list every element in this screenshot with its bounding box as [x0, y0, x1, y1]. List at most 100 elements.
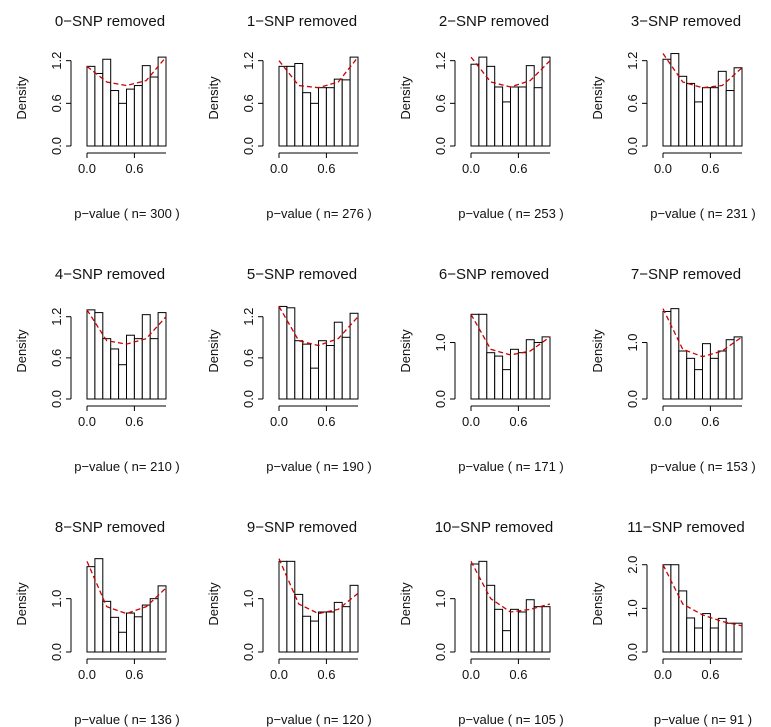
y-axis-label: Density — [398, 582, 413, 626]
x-tick-label: 0.0 — [654, 414, 672, 429]
panel: 5−SNP removed p−value ( n= 190 ) Density 0.… — [206, 266, 372, 474]
bar — [670, 308, 680, 400]
bar — [510, 86, 519, 147]
panel: 11−SNP removed p−value ( n= 91 ) Density 0.… — [590, 519, 752, 727]
bar — [302, 92, 312, 147]
x-tick-label: 0.0 — [462, 161, 480, 176]
bar — [310, 367, 319, 400]
bar — [126, 88, 135, 147]
y-tick-label: 1.0 — [433, 590, 448, 608]
y-tick-label: 0.6 — [49, 349, 64, 367]
bar — [102, 58, 112, 147]
x-axis-label: p−value ( n= 210 ) — [74, 459, 180, 474]
fit-curve — [662, 53, 743, 89]
bar — [318, 611, 327, 653]
bar — [325, 345, 335, 400]
x-tick-label: 0.6 — [317, 161, 335, 176]
bar — [310, 102, 319, 147]
bar — [94, 72, 104, 147]
panel-title: 10−SNP removed — [435, 519, 554, 536]
y-tick-label: 0.0 — [241, 390, 256, 408]
panel-title: 3−SNP removed — [631, 13, 741, 30]
y-tick-label: 0.0 — [49, 137, 64, 155]
y-tick-label: 0.0 — [433, 137, 448, 155]
fit-curve — [86, 309, 167, 345]
bar — [318, 340, 327, 400]
fit-curve — [278, 558, 359, 615]
y-tick-label: 0.6 — [625, 94, 640, 112]
bar — [709, 627, 719, 653]
x-axis-label: p−value ( n= 171 ) — [458, 459, 564, 474]
y-tick-label: 0.0 — [49, 643, 64, 661]
fit-curve — [470, 56, 551, 88]
bar — [533, 606, 543, 653]
x-tick-label: 0.0 — [654, 667, 672, 682]
bar — [325, 611, 335, 653]
fit-curve — [86, 561, 167, 615]
bar — [349, 584, 359, 653]
bar — [670, 564, 680, 653]
bar — [478, 56, 488, 147]
x-axis-label: p−value ( n= 231 ) — [650, 206, 756, 221]
x-tick-label: 0.6 — [701, 414, 719, 429]
bar — [678, 590, 688, 653]
bar — [470, 63, 480, 147]
panel: 2−SNP removed p−value ( n= 253 ) Density 0.… — [398, 13, 564, 221]
x-axis-label: p−value ( n= 105 ) — [458, 712, 564, 727]
x-axis-label: p−value ( n= 120 ) — [266, 712, 372, 727]
panel: 8−SNP removed p−value ( n= 136 ) Density 0.… — [14, 519, 180, 727]
x-tick-label: 0.0 — [270, 161, 288, 176]
panel-title: 11−SNP removed — [627, 519, 744, 536]
panel-title: 1−SNP removed — [247, 13, 357, 30]
bar — [494, 355, 504, 400]
bar — [533, 342, 543, 400]
y-axis-label: Density — [206, 329, 221, 373]
bar — [702, 613, 711, 653]
y-tick-label: 1.0 — [433, 333, 448, 351]
bar — [525, 599, 535, 653]
bar — [662, 58, 672, 147]
bar — [157, 312, 167, 400]
panel: 7−SNP removed p−value ( n= 153 ) Density 0.… — [590, 266, 756, 474]
panel-title: 0−SNP removed — [55, 13, 165, 30]
x-tick-label: 0.0 — [462, 667, 480, 682]
x-tick-label: 0.6 — [701, 667, 719, 682]
bar — [494, 608, 504, 653]
bar — [94, 558, 104, 653]
bar — [341, 79, 351, 147]
bar — [686, 357, 696, 400]
bar — [694, 101, 703, 147]
bar — [141, 604, 151, 653]
y-tick-label: 1.2 — [49, 308, 64, 326]
bar — [86, 309, 96, 400]
fit-curve — [278, 306, 359, 347]
bar — [133, 338, 143, 400]
bar — [333, 321, 343, 400]
bar — [294, 63, 304, 147]
bar — [318, 87, 327, 147]
y-tick-label: 0.0 — [49, 390, 64, 408]
bar — [486, 352, 496, 400]
x-tick-label: 0.6 — [317, 414, 335, 429]
y-tick-label: 1.0 — [625, 333, 640, 351]
bar — [686, 617, 696, 653]
bar — [717, 70, 727, 147]
y-tick-label: 1.2 — [241, 308, 256, 326]
bar — [302, 343, 312, 400]
bar — [141, 314, 151, 400]
panel-title: 2−SNP removed — [439, 13, 549, 30]
panel-title: 6−SNP removed — [439, 266, 549, 283]
bar — [126, 612, 135, 653]
bar — [325, 87, 335, 147]
bar — [110, 616, 120, 653]
bar — [333, 78, 343, 147]
bar — [541, 336, 551, 400]
bar — [517, 86, 527, 147]
x-tick-label: 0.0 — [654, 161, 672, 176]
bar — [517, 611, 527, 653]
bar — [294, 340, 304, 400]
fit-curve — [86, 56, 167, 87]
x-tick-label: 0.6 — [701, 161, 719, 176]
y-axis-label: Density — [206, 76, 221, 120]
